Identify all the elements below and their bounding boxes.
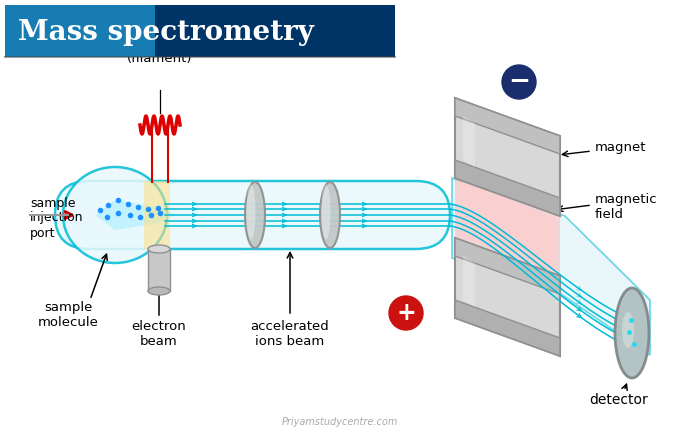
Polygon shape [455,238,560,294]
Ellipse shape [63,167,167,263]
Polygon shape [463,256,475,307]
Polygon shape [455,160,560,216]
Text: Mass spectrometry: Mass spectrometry [18,19,314,46]
Polygon shape [455,178,560,276]
FancyBboxPatch shape [5,5,395,57]
Circle shape [389,296,423,330]
Text: detector: detector [590,393,648,407]
Polygon shape [455,238,560,356]
Text: electron
beam: electron beam [132,320,186,348]
FancyBboxPatch shape [55,181,450,249]
Ellipse shape [246,184,256,240]
Ellipse shape [622,312,634,348]
Polygon shape [460,180,555,274]
Polygon shape [455,98,560,154]
Text: magnetic
field: magnetic field [595,193,658,221]
Text: Priyamstudycentre.com: Priyamstudycentre.com [282,417,398,427]
Polygon shape [95,200,175,230]
Ellipse shape [148,245,170,253]
Polygon shape [463,116,475,167]
FancyBboxPatch shape [148,249,170,291]
Text: sample
molecule: sample molecule [37,301,99,329]
Text: sample vaporizer
(filament): sample vaporizer (filament) [103,37,218,65]
Circle shape [502,65,536,99]
FancyBboxPatch shape [144,181,170,249]
Text: +: + [396,301,416,325]
Ellipse shape [322,184,330,240]
Ellipse shape [148,287,170,295]
Polygon shape [455,300,560,356]
FancyBboxPatch shape [5,5,155,57]
Polygon shape [452,178,650,355]
Ellipse shape [245,182,265,248]
Text: magnet: magnet [595,141,647,155]
Text: accelerated
ions beam: accelerated ions beam [251,320,329,348]
Polygon shape [455,98,560,216]
Text: sample
injection
port: sample injection port [30,197,84,240]
Text: −: − [508,69,530,95]
Ellipse shape [320,182,340,248]
Ellipse shape [615,288,649,378]
